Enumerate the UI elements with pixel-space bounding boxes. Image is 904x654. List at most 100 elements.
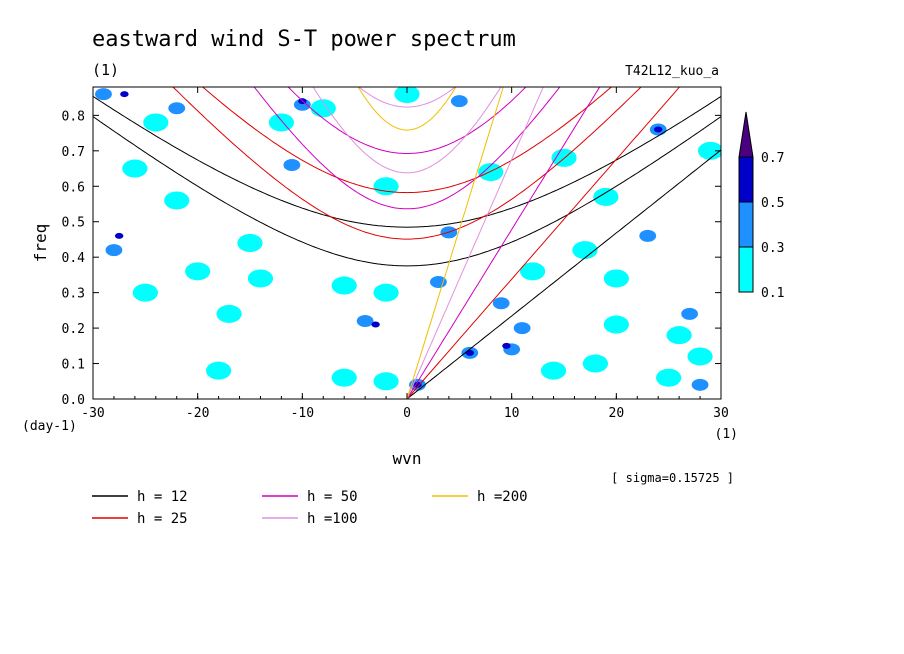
colorbar-label: 0.3 <box>761 241 784 256</box>
spectrum-blob <box>492 297 510 310</box>
y-axis-label: freq <box>31 224 50 263</box>
spectrum-blob <box>654 126 663 133</box>
spectrum-blob <box>105 244 123 257</box>
spectrum-blob <box>520 262 546 281</box>
spectrum-blob <box>639 229 657 242</box>
spectrum-blob <box>540 361 567 380</box>
spectrum-blob <box>513 322 531 335</box>
x-axis-label: wvn <box>393 449 422 468</box>
x-tick-label: 10 <box>504 406 520 421</box>
y-tick-label: 0.0 <box>62 393 85 408</box>
dispersion-curve <box>172 87 642 240</box>
spectrum-blob <box>293 98 311 111</box>
y-tick-label: 0.6 <box>62 180 85 195</box>
dispersion-curve <box>287 87 527 154</box>
spectrum-blob <box>603 315 629 334</box>
spectrum-blob <box>681 307 698 320</box>
spectrum-blob <box>268 113 294 132</box>
axis-ticks: -30 -20 -10 0 10 20 30 0.0 0.1 0.2 0.3 0.4 0.5 0.6 0.7… <box>62 87 729 421</box>
spectrum-blob <box>373 372 399 391</box>
legend-label: h =100 <box>307 511 358 527</box>
spectrum-blob <box>143 113 169 132</box>
y-tick-label: 0.8 <box>62 109 85 124</box>
spectrum-blob <box>593 187 619 206</box>
spectrum-blob <box>478 163 504 182</box>
spectrum-blob <box>603 269 629 288</box>
spectrum-blob <box>502 342 511 349</box>
spectrum-blob <box>373 177 399 196</box>
x-tick-label: 30 <box>713 406 729 421</box>
y-tick-label: 0.3 <box>62 287 85 302</box>
dispersion-curve <box>93 116 721 267</box>
y-tick-label: 0.2 <box>62 322 85 337</box>
colorbar-label: 0.1 <box>761 286 784 301</box>
spectrum-blob <box>582 354 609 373</box>
units-note: (1) <box>92 61 119 79</box>
spectrum-blob <box>697 141 721 160</box>
spectrum-blob <box>371 321 380 328</box>
spectrum-blob <box>687 347 713 366</box>
dispersion-curve <box>93 87 681 399</box>
sigma-note: [ sigma=0.15725 ] <box>611 471 734 485</box>
y-tick-label: 0.4 <box>62 251 86 266</box>
dispersion-curve <box>358 87 456 108</box>
colorbar-label: 0.7 <box>761 151 784 166</box>
plot-background <box>93 87 721 399</box>
x-tick-label: -30 <box>81 406 104 421</box>
spectrum-blob <box>95 88 112 101</box>
x-tick-label: -10 <box>291 406 314 421</box>
spectrum-blob <box>465 349 474 356</box>
spectrum-blob <box>132 283 158 302</box>
chart-title: eastward wind S-T power spectrum <box>92 27 516 52</box>
spectrum-blob <box>450 95 468 108</box>
spectrum-blob <box>122 159 148 178</box>
colorbar-segment <box>738 156 754 203</box>
dispersion-curve <box>312 87 502 174</box>
spectrum-blob <box>656 368 682 387</box>
legend: h = 12 h = 25 h = 50 h =100 h =200 <box>92 489 528 527</box>
spectrum-blob <box>206 361 232 380</box>
dispersion-curve <box>253 87 561 210</box>
x-tick-label: -20 <box>186 406 209 421</box>
spectrum-blob <box>356 315 374 327</box>
spectrum-blob <box>247 269 274 288</box>
spectrum-blob <box>310 99 336 118</box>
colorbar-segment <box>738 201 754 248</box>
spectrum-blob <box>373 283 399 302</box>
dispersion-curves <box>93 87 721 399</box>
x-tick-label: 0 <box>403 406 411 421</box>
dispersion-curve <box>201 87 613 194</box>
colorbar-extension <box>738 111 754 158</box>
legend-label: h = 12 <box>137 489 188 505</box>
spectrum-blob <box>216 304 242 323</box>
dispersion-curve <box>357 87 457 131</box>
legend-label: h = 25 <box>137 511 188 527</box>
spectrum-blob <box>164 191 190 210</box>
colorbar-label: 0.5 <box>761 196 784 211</box>
spectrum-blob <box>185 262 211 281</box>
spectrum-blob <box>283 159 301 171</box>
x-axis-unit: (1) <box>715 427 738 442</box>
dispersion-curve <box>93 149 721 399</box>
spectrum-blob <box>331 276 357 295</box>
y-tick-label: 0.7 <box>62 145 85 160</box>
y-tick-label: 0.5 <box>62 216 85 231</box>
colorbar: 0.7 0.5 0.3 0.1 <box>738 111 784 301</box>
spectrum-blob <box>572 241 598 260</box>
spectrum-blob <box>114 232 124 239</box>
y-tick-label: 0.1 <box>62 358 85 373</box>
x-tick-label: 20 <box>609 406 625 421</box>
colorbar-segment <box>738 246 754 293</box>
legend-label: h = 50 <box>307 489 358 505</box>
spectrum-blob <box>331 368 357 387</box>
y-axis-unit: (day-1) <box>22 419 77 434</box>
legend-label: h =200 <box>477 489 528 505</box>
spectrum-blob <box>666 326 692 345</box>
spectrum-blob <box>237 234 263 252</box>
spectrum-blob <box>120 91 129 98</box>
spectrum-blob <box>691 378 709 391</box>
experiment-label: T42L12_kuo_a <box>625 64 719 79</box>
spectrum-contours <box>95 87 721 391</box>
spectrum-blob <box>394 87 420 104</box>
